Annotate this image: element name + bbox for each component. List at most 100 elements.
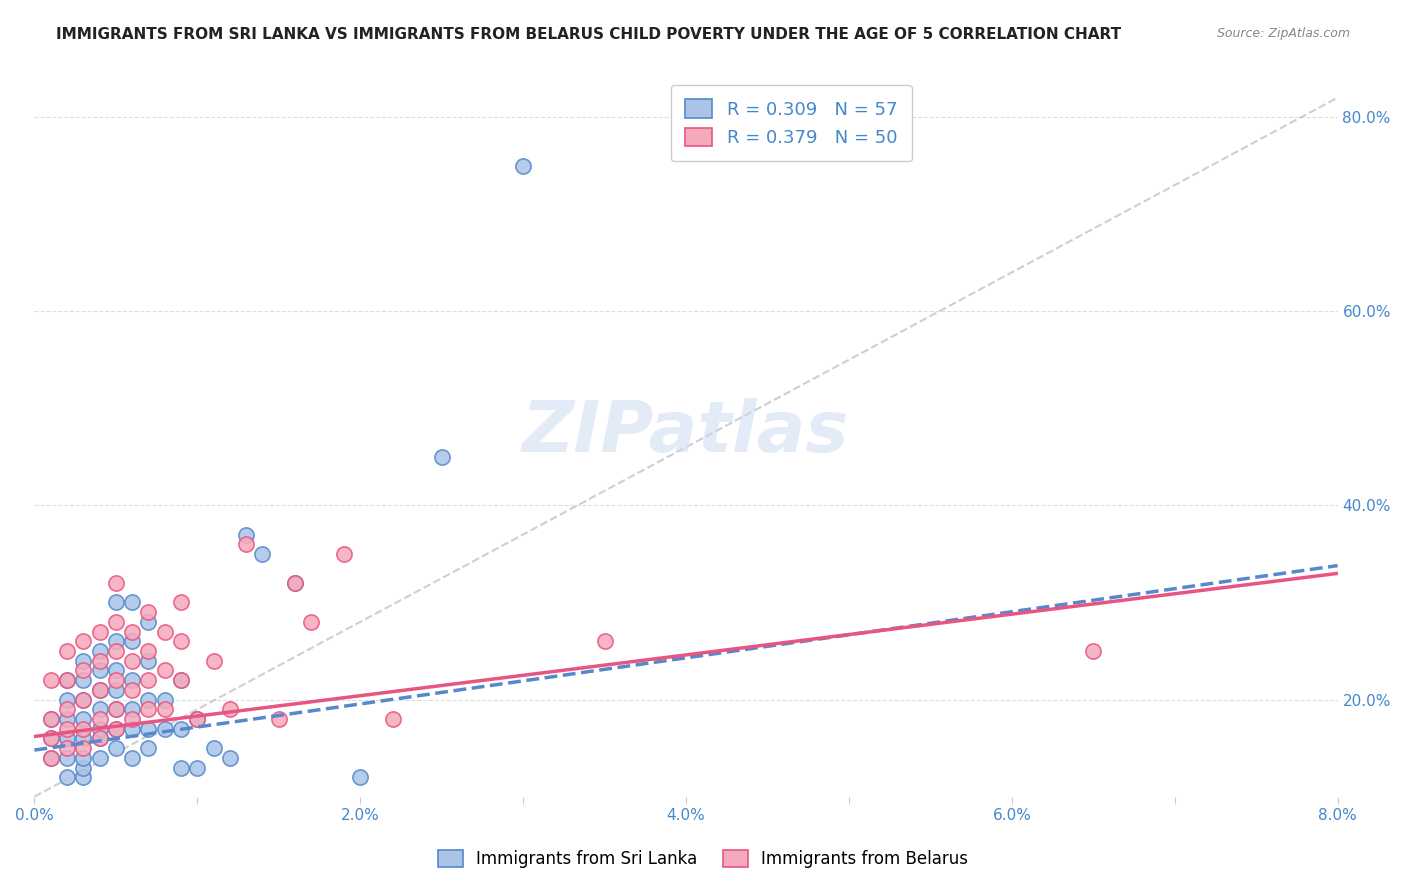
Point [170,673,193,688]
Point [104,722,127,736]
Point [56,702,79,716]
Point [121,751,143,765]
Legend: R = 0.309   N = 57, R = 0.379   N = 50: R = 0.309 N = 57, R = 0.379 N = 50 [671,85,911,161]
Point [593,634,616,648]
Point [218,751,240,765]
Point [56,712,79,726]
Point [235,537,257,551]
Point [56,741,79,756]
Point [381,712,404,726]
Point [72,770,94,784]
Point [104,644,127,658]
Point [104,682,127,697]
Point [121,712,143,726]
Point [72,712,94,726]
Point [39,751,62,765]
Text: ZIPatlas: ZIPatlas [522,398,849,467]
Point [104,664,127,678]
Point [72,634,94,648]
Point [39,731,62,746]
Point [138,722,160,736]
Point [170,595,193,609]
Point [299,615,322,629]
Point [89,722,111,736]
Point [72,673,94,688]
Point [121,722,143,736]
Point [89,624,111,639]
Point [170,673,193,688]
Point [153,702,176,716]
Point [72,751,94,765]
Point [89,712,111,726]
Point [104,615,127,629]
Point [72,722,94,736]
Point [56,644,79,658]
Point [104,741,127,756]
Point [349,770,371,784]
Point [39,751,62,765]
Point [284,576,307,591]
Point [121,673,143,688]
Point [56,692,79,706]
Point [89,644,111,658]
Point [138,692,160,706]
Point [89,731,111,746]
Point [186,712,208,726]
Point [153,692,176,706]
Point [252,547,274,561]
Point [72,692,94,706]
Point [186,760,208,774]
Point [104,702,127,716]
Point [104,634,127,648]
Point [39,673,62,688]
Point [218,702,240,716]
Point [121,702,143,716]
Point [138,702,160,716]
Point [333,547,356,561]
Point [430,450,453,464]
Point [72,731,94,746]
Point [1083,644,1105,658]
Point [56,770,79,784]
Point [121,624,143,639]
Point [138,673,160,688]
Text: Source: ZipAtlas.com: Source: ZipAtlas.com [1216,27,1350,40]
Point [170,634,193,648]
Point [104,673,127,688]
Point [121,654,143,668]
Point [121,682,143,697]
Point [72,664,94,678]
Point [72,692,94,706]
Point [104,576,127,591]
Point [138,741,160,756]
Point [121,595,143,609]
Point [39,712,62,726]
Point [202,654,225,668]
Point [153,722,176,736]
Point [56,673,79,688]
Point [170,760,193,774]
Point [138,605,160,619]
Point [512,159,534,173]
Point [153,624,176,639]
Point [89,751,111,765]
Point [56,731,79,746]
Text: IMMIGRANTS FROM SRI LANKA VS IMMIGRANTS FROM BELARUS CHILD POVERTY UNDER THE AGE: IMMIGRANTS FROM SRI LANKA VS IMMIGRANTS … [56,27,1122,42]
Point [39,712,62,726]
Point [104,722,127,736]
Point [235,527,257,541]
Point [89,702,111,716]
Point [89,654,111,668]
Point [170,722,193,736]
Point [89,664,111,678]
Point [104,702,127,716]
Point [56,673,79,688]
Point [72,654,94,668]
Point [89,682,111,697]
Point [89,731,111,746]
Point [153,664,176,678]
Point [186,712,208,726]
Point [138,615,160,629]
Legend: Immigrants from Sri Lanka, Immigrants from Belarus: Immigrants from Sri Lanka, Immigrants fr… [432,843,974,875]
Point [284,576,307,591]
